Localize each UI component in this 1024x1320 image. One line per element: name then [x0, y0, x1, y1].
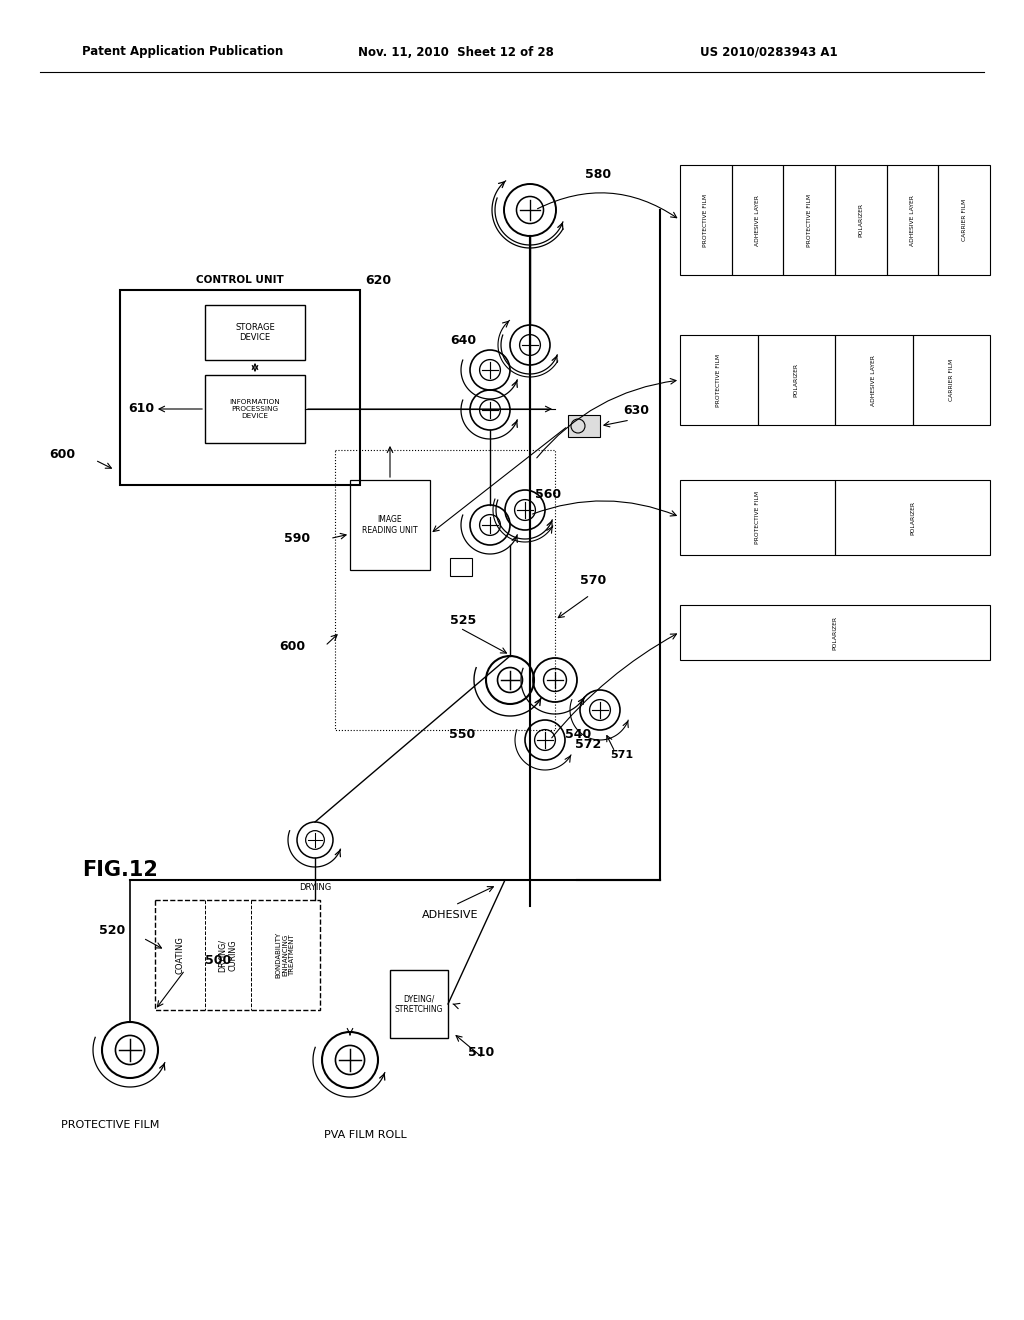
Text: 630: 630: [623, 404, 649, 417]
Text: POLARIZER: POLARIZER: [833, 615, 838, 649]
Text: 570: 570: [580, 573, 606, 586]
Text: ADHESIVE LAYER: ADHESIVE LAYER: [871, 355, 877, 405]
Text: 500: 500: [205, 953, 231, 966]
Text: FIG.12: FIG.12: [82, 861, 158, 880]
Text: US 2010/0283943 A1: US 2010/0283943 A1: [700, 45, 838, 58]
Text: DRYING: DRYING: [299, 883, 331, 892]
Bar: [680, 165, 732, 275]
Text: IMAGE
READING UNIT: IMAGE READING UNIT: [362, 515, 418, 535]
Text: CARRIER FILM: CARRIER FILM: [949, 359, 953, 401]
Text: PROTECTIVE FILM: PROTECTIVE FILM: [60, 1119, 159, 1130]
Bar: [835, 165, 887, 275]
Bar: [120, 290, 360, 484]
Bar: [887, 165, 938, 275]
Bar: [680, 605, 990, 660]
Text: DYEING/
STRETCHING: DYEING/ STRETCHING: [394, 994, 443, 1014]
Bar: [390, 970, 449, 1038]
Text: POLARIZER: POLARIZER: [794, 363, 799, 397]
Text: 572: 572: [575, 738, 601, 751]
Text: 550: 550: [449, 729, 475, 742]
Bar: [835, 480, 990, 554]
Text: CONTROL UNIT: CONTROL UNIT: [197, 275, 284, 285]
Bar: [205, 305, 305, 360]
Text: PVA FILM ROLL: PVA FILM ROLL: [324, 1130, 407, 1140]
Text: 590: 590: [284, 532, 310, 545]
Text: DRYING/
CURING: DRYING/ CURING: [218, 939, 238, 972]
Bar: [680, 335, 758, 425]
Text: 520: 520: [98, 924, 125, 936]
Bar: [205, 375, 305, 444]
Bar: [835, 335, 912, 425]
Bar: [335, 450, 555, 730]
Text: PROTECTIVE FILM: PROTECTIVE FILM: [703, 194, 709, 247]
Text: CARRIER FILM: CARRIER FILM: [962, 199, 967, 242]
Text: PROTECTIVE FILM: PROTECTIVE FILM: [807, 194, 812, 247]
Bar: [912, 335, 990, 425]
Bar: [568, 414, 600, 437]
Text: PROTECTIVE FILM: PROTECTIVE FILM: [755, 491, 760, 544]
Text: ADHESIVE LAYER: ADHESIVE LAYER: [755, 194, 760, 246]
Text: STORAGE
DEVICE: STORAGE DEVICE: [236, 323, 274, 342]
Bar: [758, 335, 835, 425]
Bar: [350, 480, 430, 570]
Text: 620: 620: [365, 273, 391, 286]
Bar: [938, 165, 990, 275]
Text: ADHESIVE LAYER: ADHESIVE LAYER: [910, 194, 915, 246]
Text: 571: 571: [610, 750, 633, 760]
Bar: [450, 558, 472, 576]
Text: 600: 600: [279, 639, 305, 652]
Text: 640: 640: [450, 334, 476, 346]
Text: POLARIZER: POLARIZER: [858, 203, 863, 238]
Bar: [783, 165, 835, 275]
Text: 525: 525: [450, 614, 476, 627]
Text: ADHESIVE: ADHESIVE: [422, 909, 478, 920]
Text: INFORMATION
PROCESSING
DEVICE: INFORMATION PROCESSING DEVICE: [229, 399, 281, 418]
Text: BONDABILITY
ENHANCING
TREATMENT: BONDABILITY ENHANCING TREATMENT: [275, 932, 295, 978]
Bar: [680, 480, 835, 554]
Text: 580: 580: [585, 169, 611, 181]
Text: 600: 600: [49, 449, 75, 462]
Text: 560: 560: [535, 488, 561, 502]
Text: COATING: COATING: [175, 936, 184, 974]
Text: 540: 540: [565, 729, 591, 742]
Text: PROTECTIVE FILM: PROTECTIVE FILM: [716, 354, 721, 407]
Bar: [732, 165, 783, 275]
Text: Patent Application Publication: Patent Application Publication: [82, 45, 284, 58]
Text: Nov. 11, 2010  Sheet 12 of 28: Nov. 11, 2010 Sheet 12 of 28: [358, 45, 554, 58]
Text: POLARIZER: POLARIZER: [910, 500, 915, 535]
Text: 510: 510: [468, 1047, 495, 1060]
Text: 610: 610: [128, 403, 155, 416]
Bar: [155, 900, 319, 1010]
